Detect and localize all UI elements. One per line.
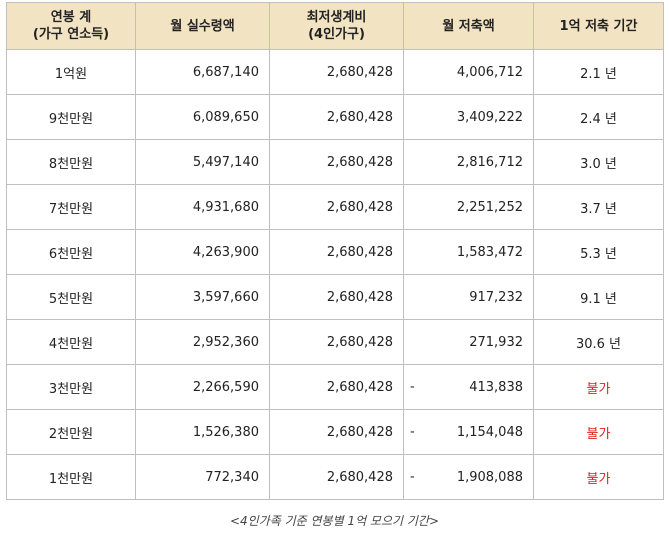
income-cell: 4천만원 — [6, 319, 136, 365]
net-pay-cell: 6,687,140 — [135, 49, 270, 95]
monthly-saving-cell: - 1,908,088 — [403, 454, 534, 500]
savings-table: 연봉 계 (가구 연소득) 월 실수령액 최저생계비 (4인가구) 월 저축액 … — [6, 2, 664, 500]
monthly-saving-value: 1,908,088 — [456, 469, 523, 485]
negative-sign: - — [410, 424, 415, 440]
living-cost-cell: 2,680,428 — [269, 184, 404, 230]
monthly-saving-value: 2,251,252 — [456, 199, 523, 215]
saving-period-cell: 2.4 년 — [533, 94, 664, 140]
monthly-saving-value: 2,816,712 — [456, 154, 523, 170]
header-row: 연봉 계 (가구 연소득) 월 실수령액 최저생계비 (4인가구) 월 저축액 … — [6, 2, 664, 50]
net-pay-cell: 2,952,360 — [135, 319, 270, 365]
income-cell: 3천만원 — [6, 364, 136, 410]
monthly-saving-cell: 1,583,472 — [403, 229, 534, 275]
income-cell: 1억원 — [6, 49, 136, 95]
table-row: 9천만원 6,089,650 2,680,428 3,409,222 2.4 년 — [6, 94, 664, 140]
income-cell: 6천만원 — [6, 229, 136, 275]
header-saving-period-line1: 1억 저축 기간 — [559, 18, 638, 34]
table-row: 7천만원 4,931,680 2,680,428 2,251,252 3.7 년 — [6, 184, 664, 230]
income-cell: 1천만원 — [6, 454, 136, 500]
monthly-saving-cell: 4,006,712 — [403, 49, 534, 95]
table-row: 5천만원 3,597,660 2,680,428 917,232 9.1 년 — [6, 274, 664, 320]
monthly-saving-cell: - 1,154,048 — [403, 409, 534, 455]
header-income: 연봉 계 (가구 연소득) — [6, 2, 136, 50]
net-pay-cell: 4,931,680 — [135, 184, 270, 230]
monthly-saving-cell: 2,251,252 — [403, 184, 534, 230]
table-caption: <4인가족 기준 연봉별 1억 모으기 기간> — [229, 514, 439, 528]
net-pay-cell: 4,263,900 — [135, 229, 270, 275]
net-pay-cell: 772,340 — [135, 454, 270, 500]
header-income-line2: (가구 연소득) — [32, 27, 110, 42]
monthly-saving-cell: 2,816,712 — [403, 139, 534, 185]
living-cost-cell: 2,680,428 — [269, 229, 404, 275]
monthly-saving-value: 4,006,712 — [456, 64, 523, 80]
saving-period-cell: 3.7 년 — [533, 184, 664, 230]
table-row: 4천만원 2,952,360 2,680,428 271,932 30.6 년 — [6, 319, 664, 365]
monthly-saving-value: 1,583,472 — [456, 244, 523, 260]
net-pay-cell: 2,266,590 — [135, 364, 270, 410]
saving-period-cell: 3.0 년 — [533, 139, 664, 185]
income-cell: 9천만원 — [6, 94, 136, 140]
living-cost-cell: 2,680,428 — [269, 49, 404, 95]
living-cost-cell: 2,680,428 — [269, 409, 404, 455]
living-cost-cell: 2,680,428 — [269, 364, 404, 410]
table-row: 3천만원 2,266,590 2,680,428- 413,838 불가 — [6, 364, 664, 410]
living-cost-cell: 2,680,428 — [269, 319, 404, 365]
net-pay-cell: 6,089,650 — [135, 94, 270, 140]
header-net-pay: 월 실수령액 — [135, 2, 270, 50]
living-cost-cell: 2,680,428 — [269, 94, 404, 140]
monthly-saving-cell: 3,409,222 — [403, 94, 534, 140]
saving-period-cell: 불가 — [533, 364, 664, 410]
monthly-saving-value: 271,932 — [469, 334, 523, 350]
monthly-saving-cell: 271,932 — [403, 319, 534, 365]
monthly-saving-value: 917,232 — [469, 289, 523, 305]
monthly-saving-cell: 917,232 — [403, 274, 534, 320]
header-monthly-saving-line1: 월 저축액 — [442, 18, 495, 34]
net-pay-cell: 3,597,660 — [135, 274, 270, 320]
living-cost-cell: 2,680,428 — [269, 139, 404, 185]
negative-sign: - — [410, 379, 415, 395]
income-cell: 8천만원 — [6, 139, 136, 185]
living-cost-cell: 2,680,428 — [269, 454, 404, 500]
header-living-cost: 최저생계비 (4인가구) — [269, 2, 404, 50]
monthly-saving-value: 3,409,222 — [456, 109, 523, 125]
table-row: 6천만원 4,263,900 2,680,428 1,583,472 5.3 년 — [6, 229, 664, 275]
negative-sign: - — [410, 469, 415, 485]
header-saving-period: 1억 저축 기간 — [533, 2, 664, 50]
monthly-saving-cell: - 413,838 — [403, 364, 534, 410]
saving-period-cell: 2.1 년 — [533, 49, 664, 95]
monthly-saving-value: 413,838 — [469, 379, 523, 395]
table-row: 2천만원 1,526,380 2,680,428- 1,154,048 불가 — [6, 409, 664, 455]
header-living-cost-line1: 최저생계비 — [306, 10, 367, 25]
net-pay-cell: 1,526,380 — [135, 409, 270, 455]
saving-period-cell: 불가 — [533, 409, 664, 455]
table-row: 1천만원 772,340 2,680,428- 1,908,088 불가 — [6, 454, 664, 500]
header-net-pay-line1: 월 실수령액 — [170, 18, 235, 34]
living-cost-cell: 2,680,428 — [269, 274, 404, 320]
income-cell: 7천만원 — [6, 184, 136, 230]
saving-period-cell: 9.1 년 — [533, 274, 664, 320]
income-cell: 2천만원 — [6, 409, 136, 455]
saving-period-cell: 30.6 년 — [533, 319, 664, 365]
header-monthly-saving: 월 저축액 — [403, 2, 534, 50]
income-cell: 5천만원 — [6, 274, 136, 320]
net-pay-cell: 5,497,140 — [135, 139, 270, 185]
saving-period-cell: 불가 — [533, 454, 664, 500]
monthly-saving-value: 1,154,048 — [456, 424, 523, 440]
header-living-cost-line2: (4인가구) — [308, 27, 365, 42]
table-row: 8천만원 5,497,140 2,680,428 2,816,712 3.0 년 — [6, 139, 664, 185]
saving-period-cell: 5.3 년 — [533, 229, 664, 275]
header-income-line1: 연봉 계 — [50, 10, 92, 25]
table-row: 1억원 6,687,140 2,680,428 4,006,712 2.1 년 — [6, 49, 664, 95]
